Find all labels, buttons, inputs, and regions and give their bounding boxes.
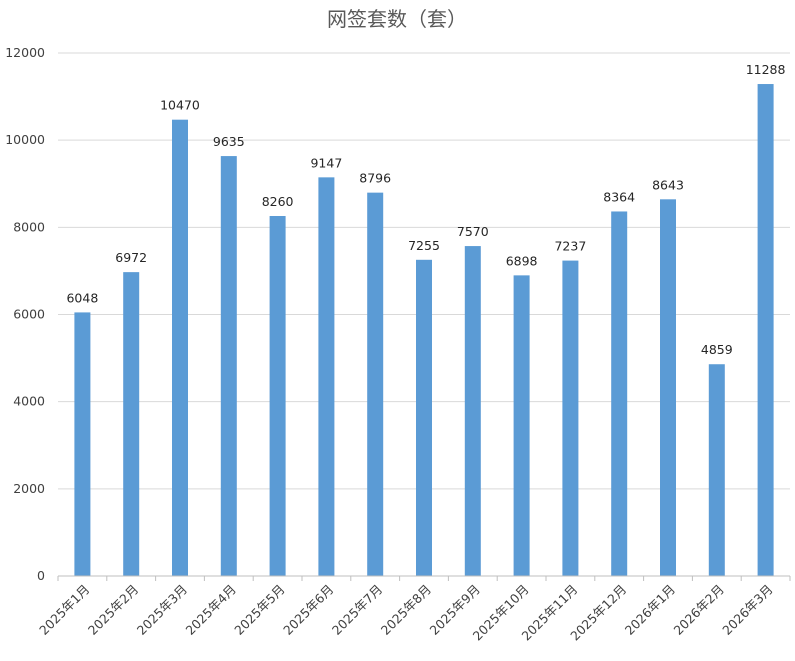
x-tick-label: 2025年7月 <box>329 582 385 638</box>
data-labels: 6048 6972 10470 9635 8260 9147 8796 7255 7570 689… <box>66 62 785 357</box>
bar <box>172 119 188 577</box>
x-tick-label: 2025年1月 <box>36 582 92 638</box>
bar <box>757 84 774 576</box>
bar-value-label: 6972 <box>115 250 147 265</box>
bar-value-label: 8643 <box>652 177 684 192</box>
bar <box>708 364 725 576</box>
bar <box>123 272 140 576</box>
bar <box>660 199 676 576</box>
bar <box>269 216 286 577</box>
x-axis: 2025年1月2025年2月2025年3月2025年4月2025年5月2025年… <box>36 575 791 644</box>
bar <box>318 177 335 576</box>
x-tick-label: 2026年2月 <box>671 582 727 638</box>
bar-value-label: 7255 <box>408 238 440 253</box>
bar <box>513 275 530 576</box>
bar-value-label: 10470 <box>160 98 200 113</box>
y-tick-label: 12000 <box>5 45 45 60</box>
bar-value-label: 9147 <box>310 155 342 170</box>
bar-value-label: 9635 <box>213 134 245 149</box>
bar-value-label: 8260 <box>262 194 294 209</box>
bar <box>220 156 237 576</box>
bar-value-label: 8796 <box>359 171 391 186</box>
bar <box>74 312 91 576</box>
bar-value-label: 4859 <box>701 342 733 357</box>
bar <box>416 259 432 576</box>
y-tick-label: 10000 <box>5 132 45 147</box>
x-tick-label: 2025年4月 <box>183 582 239 638</box>
bar <box>464 246 481 577</box>
y-tick-label: 4000 <box>13 394 45 409</box>
bar-value-label: 6048 <box>66 290 98 305</box>
y-tick-label: 6000 <box>13 307 45 322</box>
bar-value-label: 6898 <box>506 253 538 268</box>
x-tick-label: 2025年2月 <box>85 582 141 638</box>
bar-value-label: 7237 <box>554 239 586 254</box>
x-tick-label: 2026年3月 <box>719 582 775 638</box>
bar-value-label: 8364 <box>603 189 635 204</box>
y-tick-label: 8000 <box>13 219 45 234</box>
x-tick-label: 2025年6月 <box>280 582 336 638</box>
bar-value-label: 11288 <box>746 62 786 77</box>
bar <box>367 192 384 577</box>
chart-title: 网签套数（套） <box>327 7 467 31</box>
bar <box>562 260 579 576</box>
x-tick-label: 2025年3月 <box>134 582 190 638</box>
x-tick-label: 2026年1月 <box>622 582 678 638</box>
x-tick-label: 2025年5月 <box>231 582 287 638</box>
bar-value-label: 7570 <box>457 224 489 239</box>
y-tick-label: 0 <box>37 568 45 583</box>
x-tick-label: 2025年8月 <box>378 582 434 638</box>
y-tick-label: 2000 <box>13 481 45 496</box>
bar <box>611 211 628 576</box>
y-axis: 0 2000 4000 6000 8000 10000 12000 <box>5 45 45 583</box>
bars <box>74 84 774 577</box>
